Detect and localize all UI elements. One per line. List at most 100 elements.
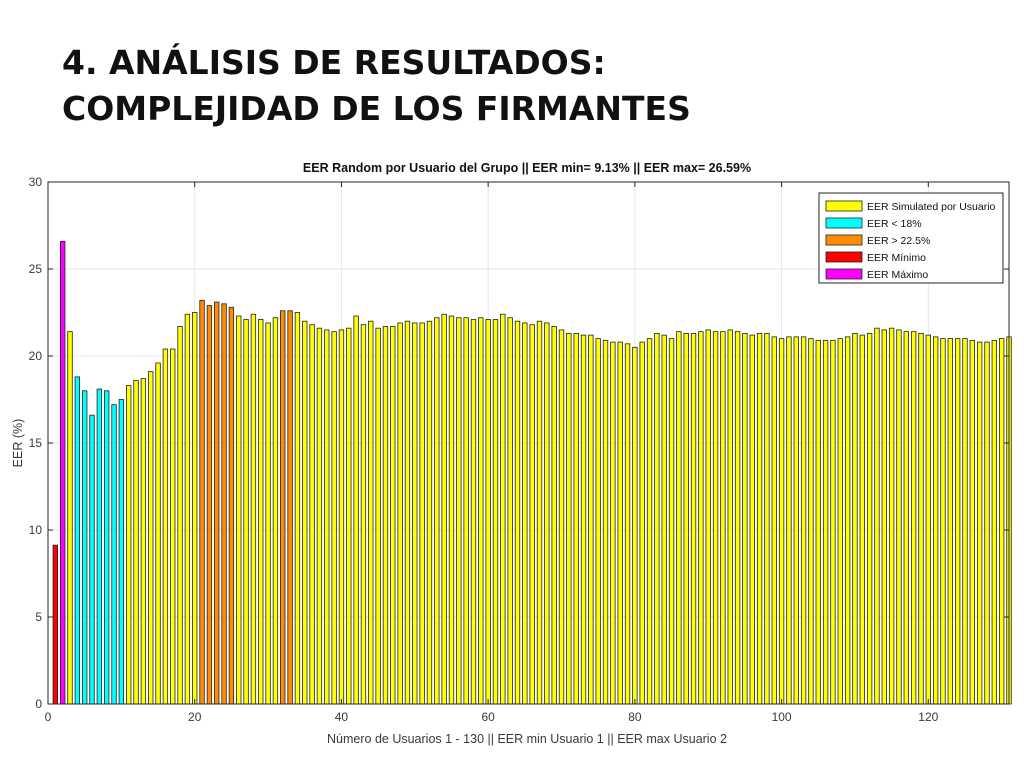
bar-sim xyxy=(595,338,601,705)
bar-sim xyxy=(984,341,990,705)
bar-sim xyxy=(236,315,242,705)
bar-high xyxy=(287,310,293,705)
bar-sim xyxy=(852,332,858,705)
y-tick-label: 30 xyxy=(29,175,43,189)
x-axis-label: Número de Usuarios 1 - 130 || EER min Us… xyxy=(327,732,727,746)
slide-title-line1: 4. ANÁLISIS DE RESULTADOS: xyxy=(62,43,606,82)
bar-sim xyxy=(507,317,513,705)
bar-sim xyxy=(771,336,777,705)
bar-sim xyxy=(976,341,983,705)
bar-sim xyxy=(573,332,579,705)
bar-sim xyxy=(470,319,477,705)
bar-sim xyxy=(419,322,425,705)
y-axis-label: EER (%) xyxy=(11,419,25,468)
bar-sim xyxy=(624,343,631,705)
bar-sim xyxy=(720,331,726,705)
bar-sim xyxy=(302,320,308,705)
bar-sim xyxy=(353,315,359,705)
bar-sim xyxy=(734,331,741,705)
bar-high xyxy=(280,310,286,705)
legend-swatch-low xyxy=(825,217,863,229)
bar-sim xyxy=(910,331,917,705)
bar-sim xyxy=(170,348,176,705)
bar-sim xyxy=(331,331,337,705)
bar-sim xyxy=(764,332,770,705)
bar-sim xyxy=(815,339,821,705)
bar-sim xyxy=(492,319,499,705)
x-tick-label: 80 xyxy=(628,710,642,724)
bar-sim xyxy=(925,334,931,705)
bar-sim xyxy=(375,327,381,705)
legend-label-max: EER Máximo xyxy=(867,269,928,281)
bar-sim xyxy=(778,338,785,705)
bar-sim xyxy=(646,338,653,705)
bar-sim xyxy=(346,327,352,705)
slide-title: 4. ANÁLISIS DE RESULTADOS: COMPLEJIDAD D… xyxy=(62,40,691,132)
bar-sim xyxy=(690,332,697,705)
bar-sim xyxy=(309,324,315,705)
bar-sim xyxy=(800,336,807,705)
bar-low xyxy=(82,390,88,705)
bar-sim xyxy=(837,338,843,705)
bar-sim xyxy=(888,327,895,705)
bar-sim xyxy=(522,322,528,705)
axes: 0 5 10 15 20 25 30 0 20 40 60 80 100 120 xyxy=(29,175,1010,724)
x-tick-label: 100 xyxy=(772,710,792,724)
bar-sim xyxy=(184,313,191,705)
legend-swatch-max xyxy=(825,268,863,280)
bar-sim xyxy=(712,331,719,705)
legend-label-high: EER > 22.5% xyxy=(867,235,930,247)
bar-high xyxy=(206,305,213,705)
bar-high xyxy=(214,301,220,705)
bar-sim xyxy=(566,332,572,705)
bar-sim xyxy=(338,329,345,705)
x-tick-label: 60 xyxy=(481,710,495,724)
bar-sim xyxy=(324,329,330,705)
slide-title-line2: COMPLEJIDAD DE LOS FIRMANTES xyxy=(62,89,691,128)
bar-sim xyxy=(390,326,396,705)
bar-max xyxy=(60,240,66,705)
legend-label-low: EER < 18% xyxy=(867,218,922,230)
bar-sim xyxy=(602,339,609,705)
legend-swatch-high xyxy=(825,234,863,246)
bar-low xyxy=(74,376,81,705)
bar-sim xyxy=(698,331,704,705)
x-tick-label: 0 xyxy=(45,710,52,724)
bar-sim xyxy=(316,327,323,705)
bar-sim xyxy=(793,336,799,705)
bar-sim xyxy=(426,320,433,705)
bar-sim xyxy=(896,329,902,705)
bar-low xyxy=(104,390,110,705)
bar-sim xyxy=(162,348,169,705)
bar-sim xyxy=(668,338,675,705)
bar-sim xyxy=(918,332,924,705)
bar-sim xyxy=(903,331,909,705)
y-tick-label: 25 xyxy=(29,262,43,276)
bar-sim xyxy=(67,331,73,705)
bar-sim xyxy=(536,320,543,705)
bar-sim xyxy=(661,334,667,705)
x-tick-label: 40 xyxy=(335,710,349,724)
y-tick-label: 10 xyxy=(29,523,43,537)
bar-sim xyxy=(991,339,997,705)
bar-sim xyxy=(756,332,763,705)
bar-sim xyxy=(126,385,132,705)
legend-swatch-min xyxy=(825,251,863,263)
bar-high xyxy=(199,299,205,705)
bar-sim xyxy=(412,322,418,705)
bar-high xyxy=(228,306,235,705)
bar-sim xyxy=(243,319,249,705)
bar-sim xyxy=(962,338,968,705)
bar-sim xyxy=(448,315,455,705)
bar-min xyxy=(52,544,59,705)
bar-sim xyxy=(822,339,829,705)
bar-sim xyxy=(441,313,447,705)
bar-sim xyxy=(830,339,836,705)
bar-sim xyxy=(140,378,147,705)
bar-sim xyxy=(998,338,1005,705)
bar-sim xyxy=(932,336,939,705)
bar-sim xyxy=(514,320,521,705)
bar-sim xyxy=(874,327,880,705)
bar-sim xyxy=(265,322,271,705)
